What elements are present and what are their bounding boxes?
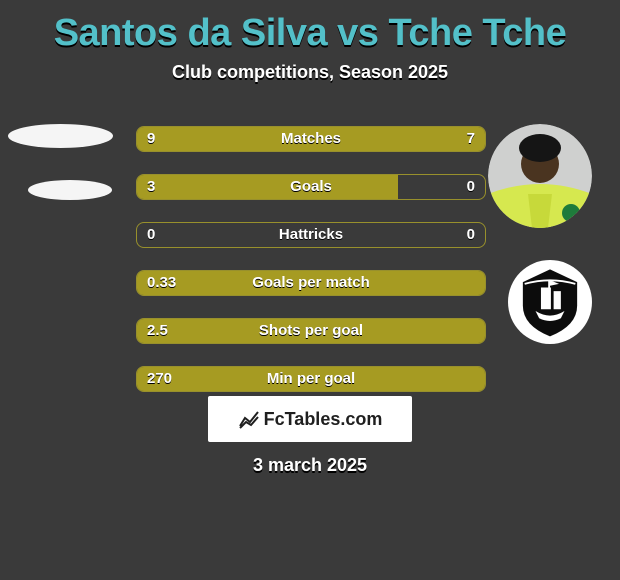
chart-icon [238,408,260,430]
footer-date: 3 march 2025 [0,455,620,476]
stat-label: Matches [137,127,485,151]
stat-label: Goals [137,175,485,199]
left-player-placeholder [8,124,113,148]
comparison-card: Santos da Silva vs Tche Tche Club compet… [0,0,620,580]
stat-label: Goals per match [137,271,485,295]
right-club-badge [508,260,592,344]
stat-row: 2.5Shots per goal [136,318,486,344]
stat-row: 0Hattricks0 [136,222,486,248]
stat-row: 270Min per goal [136,366,486,392]
brand-text: FcTables.com [264,409,383,430]
stat-label: Min per goal [137,367,485,391]
stat-row: 9Matches7 [136,126,486,152]
page-subtitle: Club competitions, Season 2025 [0,62,620,83]
stat-label: Shots per goal [137,319,485,343]
stats-panel: 9Matches73Goals00Hattricks00.33Goals per… [136,126,486,414]
brand-badge[interactable]: FcTables.com [208,396,412,442]
stat-label: Hattricks [137,223,485,247]
page-title: Santos da Silva vs Tche Tche [0,12,620,55]
stat-value-right: 7 [467,127,475,151]
left-club-placeholder [28,180,112,200]
stat-value-right: 0 [467,175,475,199]
stat-value-right: 0 [467,223,475,247]
stat-row: 0.33Goals per match [136,270,486,296]
right-player-photo [488,124,592,228]
stat-row: 3Goals0 [136,174,486,200]
